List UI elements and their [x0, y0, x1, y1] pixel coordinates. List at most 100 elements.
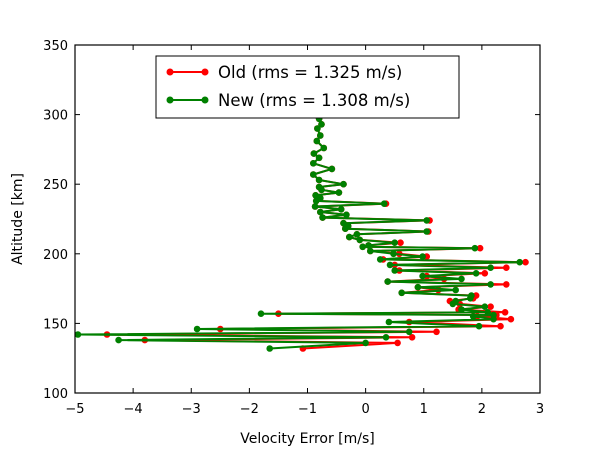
- legend-marker-new: [166, 96, 174, 104]
- data-point-new: [391, 239, 399, 246]
- data-point-new: [481, 303, 489, 311]
- legend-marker-new: [201, 96, 209, 104]
- legend-label-old: Old (rms = 1.325 m/s): [218, 63, 402, 82]
- y-tick-label: 250: [43, 178, 68, 193]
- data-point-old: [503, 264, 510, 272]
- y-tick-label: 350: [43, 39, 68, 54]
- data-point-new: [313, 137, 321, 145]
- data-point-new: [310, 150, 318, 157]
- data-point-new: [365, 242, 372, 249]
- data-point-new: [390, 250, 397, 258]
- data-point-new: [318, 186, 325, 194]
- data-point-new: [356, 236, 364, 244]
- data-point-new: [398, 289, 406, 297]
- x-tick-label: −2: [240, 402, 259, 417]
- data-point-old: [397, 239, 404, 246]
- data-point-old: [501, 309, 509, 316]
- legend-marker-old: [201, 68, 209, 76]
- x-tick-label: −5: [65, 402, 84, 417]
- data-point-new: [314, 125, 321, 132]
- x-tick-label: −3: [182, 402, 201, 417]
- x-axis-label: Velocity Error [m/s]: [240, 431, 375, 447]
- data-point-new: [458, 306, 465, 313]
- data-point-old: [433, 328, 440, 336]
- data-point-new: [423, 228, 431, 235]
- legend-marker-old: [166, 68, 174, 76]
- data-point-old: [507, 315, 515, 323]
- data-point-new: [487, 264, 494, 272]
- data-point-new: [386, 261, 394, 269]
- data-point-new: [484, 309, 492, 316]
- data-point-new: [315, 176, 323, 184]
- data-point-new: [419, 272, 426, 280]
- legend-box: [155, 55, 460, 119]
- data-point-new: [266, 345, 274, 352]
- data-point-new: [312, 197, 320, 205]
- data-point-old: [522, 258, 529, 266]
- data-point-new: [385, 318, 393, 326]
- data-point-new: [471, 244, 479, 252]
- x-tick-label: 3: [536, 402, 544, 417]
- data-point-old: [408, 334, 416, 341]
- x-tick-label: 0: [361, 402, 369, 417]
- y-tick-label: 200: [43, 248, 68, 263]
- data-point-new: [469, 313, 477, 320]
- legend: Old (rms = 1.325 m/s) New (rms = 1.308 m…: [155, 55, 460, 119]
- data-point-new: [315, 154, 323, 162]
- data-point-new: [337, 206, 345, 213]
- data-point-new: [516, 258, 523, 266]
- data-point-old: [497, 322, 504, 330]
- data-point-new: [391, 267, 399, 274]
- data-point-new: [193, 325, 201, 333]
- data-point-new: [346, 233, 353, 241]
- data-point-new: [353, 231, 361, 238]
- x-tick-label: 2: [478, 402, 486, 417]
- data-point-new: [318, 121, 325, 128]
- data-point-new: [343, 211, 350, 219]
- y-tick-label: 100: [43, 387, 68, 402]
- data-point-old: [487, 303, 494, 311]
- x-tick-label: 1: [420, 402, 428, 417]
- data-point-new: [115, 336, 122, 344]
- data-point-new: [310, 171, 317, 178]
- data-point-new: [458, 275, 465, 283]
- data-point-new: [335, 189, 343, 196]
- data-point-new: [359, 243, 367, 251]
- data-point-new: [449, 300, 457, 308]
- y-axis: 100 150 200 250 300 350: [43, 39, 540, 402]
- data-point-new: [382, 334, 390, 341]
- data-point-new: [257, 310, 265, 318]
- data-point-old: [481, 270, 489, 277]
- data-point-new: [384, 278, 392, 285]
- data-point-new: [317, 132, 324, 139]
- data-point-new: [367, 247, 374, 255]
- x-tick-label: −4: [124, 402, 143, 417]
- data-point-new: [328, 165, 336, 173]
- data-point-new: [340, 180, 347, 188]
- x-axis: −5 −4 −3 −2 −1 0 1 2 3: [65, 45, 544, 417]
- y-axis-label: Altitude [km]: [10, 173, 26, 265]
- y-tick-label: 300: [43, 109, 68, 124]
- data-point-new: [490, 315, 497, 323]
- data-point-new: [487, 281, 494, 288]
- data-point-new: [310, 160, 317, 167]
- data-point-new: [475, 322, 483, 330]
- data-point-new: [467, 295, 474, 302]
- data-point-new: [320, 144, 328, 152]
- data-point-new: [423, 217, 431, 224]
- data-point-new: [452, 286, 460, 294]
- x-tick-label: −1: [298, 402, 317, 417]
- legend-label-new: New (rms = 1.308 m/s): [218, 91, 410, 110]
- data-point-new: [419, 253, 426, 260]
- data-point-old: [503, 281, 510, 288]
- data-point-new: [376, 256, 384, 263]
- data-point-new: [362, 339, 369, 347]
- data-point-new: [319, 214, 326, 221]
- data-point-new: [75, 331, 82, 338]
- data-point-old: [394, 339, 401, 347]
- data-point-new: [342, 225, 349, 232]
- data-point-new: [405, 328, 413, 336]
- data-point-new: [317, 208, 324, 216]
- y-tick-label: 150: [43, 317, 68, 332]
